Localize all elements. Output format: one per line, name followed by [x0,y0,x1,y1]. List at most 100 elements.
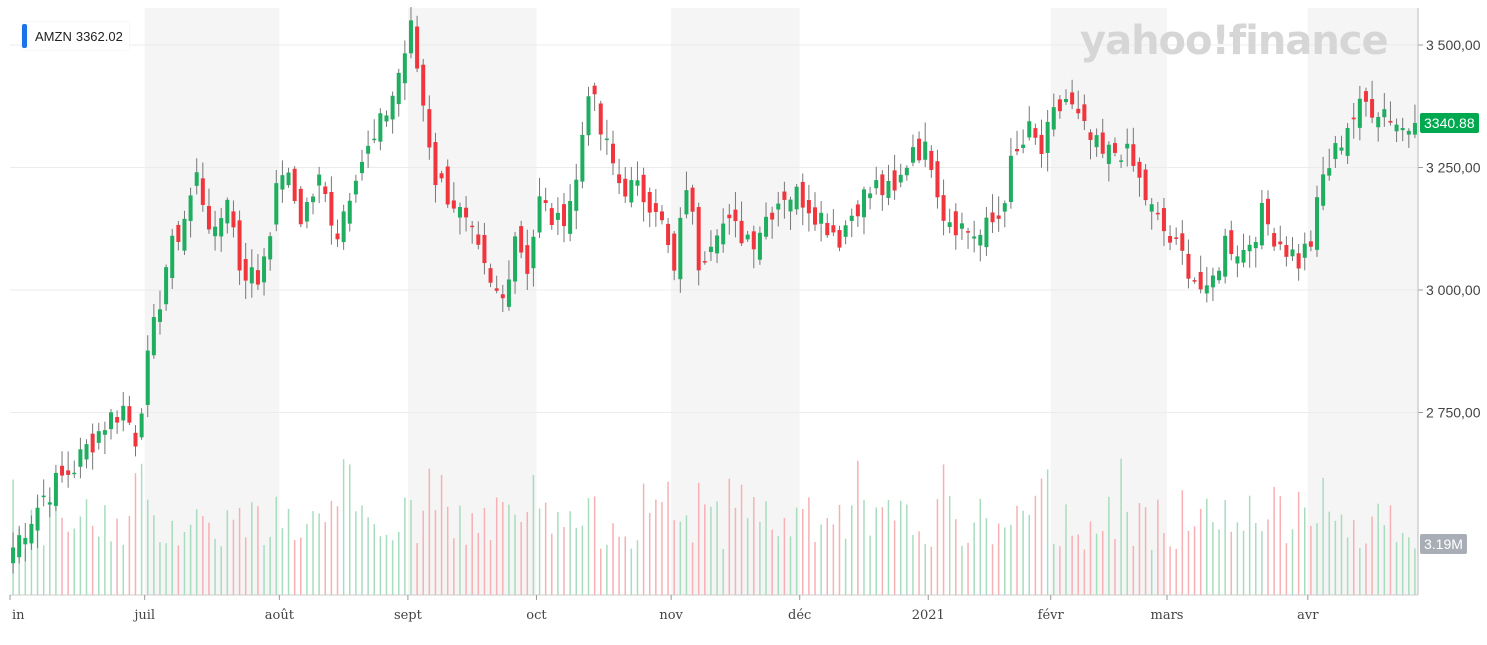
candle-body [794,186,799,210]
legend-color-swatch [22,24,27,48]
candle-body [1272,233,1277,247]
candle-body [935,161,940,198]
x-tick-label: in [12,608,25,623]
candle-body [1106,144,1111,164]
candle-body [415,26,420,69]
candle-body [813,207,818,225]
candle-body [188,195,193,222]
y-tick-label: 3 250,00 [1426,160,1481,176]
candle-body [378,113,383,142]
candle-body [770,212,775,220]
candle-body [1339,147,1344,151]
candle-body [1351,117,1356,120]
candle-body [702,261,707,263]
candle-body [341,211,346,243]
candle-body [139,413,144,438]
last-volume-badge: 3.19M [1420,534,1467,554]
candle-body [745,234,750,240]
candle-body [1363,91,1368,102]
candle-body [610,143,615,164]
candle-body [470,225,475,228]
candle-body [17,535,22,558]
candle-body [47,502,52,505]
price-candles [11,7,1417,574]
symbol-legend[interactable]: AMZN 3362.02 [22,22,129,50]
candle-body [1027,121,1032,138]
candle-body [1192,280,1197,282]
candle-body [537,196,542,233]
candle-body [843,225,848,237]
candle-body [574,179,579,211]
candle-body [586,96,591,136]
candle-body [66,470,71,475]
month-band [1307,8,1418,595]
candle-body [592,85,597,95]
x-tick-label: 2021 [912,608,945,623]
candle-body [1210,275,1215,288]
candle-body [776,203,781,210]
candle-body [1235,256,1240,264]
x-tick-label: avr [1297,608,1319,623]
candle-body [917,138,922,161]
candle-body [525,245,530,274]
candle-body [133,432,138,447]
candle-body [402,53,407,84]
candle-body [892,170,897,191]
candle-body [243,259,248,281]
candle-body [1119,160,1124,162]
candle-body [78,449,83,467]
candle-body [421,64,426,106]
legend-symbol: AMZN [35,28,72,44]
y-axis: 2 750,00 3 000,00 3 250,00 3 500,00 [1417,8,1481,595]
candle-body [1327,168,1332,176]
candle-body [1376,116,1381,128]
candle-body [445,166,450,205]
x-tick-label: sept [394,608,423,623]
candle-body [886,180,891,198]
candle-body [684,190,689,215]
candle-body [910,147,915,163]
month-band [671,8,800,595]
candle-body [311,196,316,203]
candle-body [151,317,156,356]
candle-body [696,207,701,271]
candle-body [1002,203,1007,212]
candle-body [157,309,162,322]
candle-body [531,236,536,269]
x-tick-label: nov [659,608,683,623]
candle-body [580,134,585,182]
candle-body [262,256,267,283]
candle-body [390,95,395,120]
candle-body [335,233,340,240]
candle-body [715,235,720,254]
candle-body [1070,92,1075,105]
candle-body [978,234,983,246]
candle-body [659,211,664,221]
candle-body [1131,144,1136,166]
candle-body [996,215,1001,219]
candle-body [1370,99,1375,118]
candle-body [427,109,432,148]
candle-body [90,433,95,453]
x-axis: in juil août sept oct nov déc 2021 févr mars avr [9,594,1418,623]
candle-body [1076,108,1081,114]
candle-body [298,188,303,225]
candle-body [451,200,456,209]
candle-body [757,232,762,260]
x-tick-label: oct [526,608,547,623]
candle-body [708,246,713,253]
candle-body [690,187,695,212]
candle-body [292,168,297,202]
candle-body [1229,230,1234,255]
candle-body [286,172,291,186]
candle-body [23,537,28,545]
candle-body [317,174,322,186]
candle-body [666,223,671,245]
candle-body [1302,243,1307,258]
candle-body [1247,244,1252,252]
candle-body [739,220,744,244]
candle-body [819,212,824,224]
candle-body [923,141,928,160]
candle-body [672,233,677,271]
